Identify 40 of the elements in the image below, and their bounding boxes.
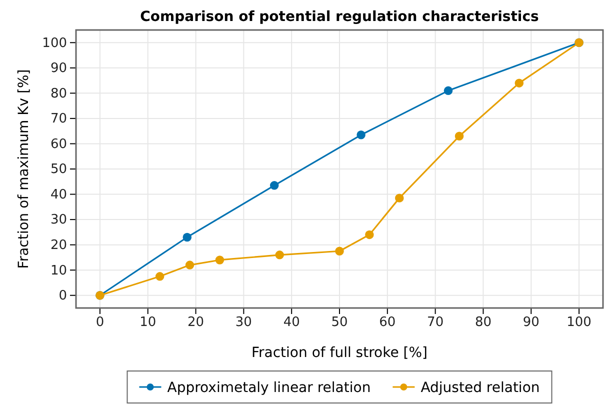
x-tick-label: 70	[427, 315, 444, 330]
y-axis-title: Fraction of maximum Kv [%]	[16, 69, 32, 269]
point	[454, 132, 464, 141]
y-tick-label: 0	[58, 288, 67, 304]
x-tick-label: 90	[522, 315, 540, 330]
point	[356, 130, 366, 140]
x-tick-label: 80	[474, 315, 492, 330]
y-tick-label: 40	[50, 187, 67, 202]
point	[182, 232, 192, 242]
point	[185, 260, 194, 270]
x-tick-label: 50	[331, 315, 348, 330]
legend-label: Adjusted relation	[420, 380, 540, 396]
x-tick-label: 30	[235, 315, 252, 330]
x-tick-label: 60	[379, 315, 396, 330]
x-tick-label: 10	[140, 315, 156, 330]
point	[155, 272, 164, 281]
point	[335, 246, 344, 256]
chart-title: Comparison of potential regulation characteristics	[140, 9, 539, 25]
y-tick-label: 100	[42, 36, 67, 51]
x-tick-label: 20	[188, 315, 204, 330]
point	[444, 86, 453, 96]
legend-label: Approximetaly linear relation	[167, 380, 371, 396]
y-tick-label: 80	[50, 86, 67, 102]
point	[275, 250, 284, 260]
x-tick-label: 40	[283, 315, 300, 330]
y-tick-label: 60	[50, 136, 67, 152]
point	[270, 181, 279, 190]
point	[215, 256, 224, 264]
y-tick-label: 70	[50, 112, 67, 127]
x-tick-label: 0	[96, 315, 104, 330]
point	[395, 194, 404, 202]
x-tick-label: 100	[566, 315, 592, 330]
y-tick-label: 30	[50, 212, 67, 228]
point	[514, 78, 524, 88]
y-tick-label: 90	[50, 61, 67, 76]
x-axis-title: Fraction of full stroke [%]	[251, 345, 428, 361]
y-tick-label: 20	[50, 238, 67, 253]
y-tick-label: 10	[50, 263, 67, 278]
y-tick-label: 50	[50, 162, 67, 178]
point	[365, 230, 374, 240]
